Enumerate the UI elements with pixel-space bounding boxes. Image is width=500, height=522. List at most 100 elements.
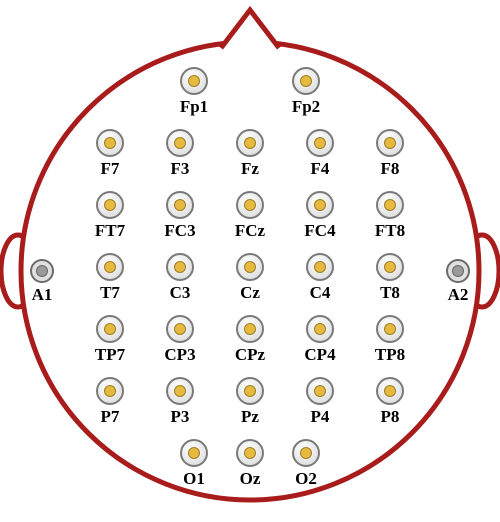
electrode-o1: O1 <box>180 439 208 467</box>
electrode-cp3: CP3 <box>166 315 194 343</box>
electrode-label: C3 <box>140 283 220 303</box>
electrode-oz: Oz <box>236 439 264 467</box>
electrode-tp7: TP7 <box>96 315 124 343</box>
electrode-cz: Cz <box>236 253 264 281</box>
electrode-dot-icon <box>244 385 256 397</box>
electrode-icon <box>306 315 334 343</box>
electrode-icon <box>236 129 264 157</box>
electrode-label: FC4 <box>280 221 360 241</box>
electrode-label: T7 <box>70 283 150 303</box>
electrode-dot-icon <box>384 385 396 397</box>
electrode-dot-icon <box>314 261 326 273</box>
electrode-f3: F3 <box>166 129 194 157</box>
electrode-label: Cz <box>210 283 290 303</box>
electrode-icon <box>236 439 264 467</box>
electrode-fz: Fz <box>236 129 264 157</box>
electrode-icon <box>376 315 404 343</box>
electrode-c3: C3 <box>166 253 194 281</box>
electrode-label: F8 <box>350 159 430 179</box>
electrode-label: P3 <box>140 407 220 427</box>
electrode-dot-icon <box>452 265 464 277</box>
electrode-label: FT7 <box>70 221 150 241</box>
electrode-dot-icon <box>384 199 396 211</box>
electrode-dot-icon <box>104 261 116 273</box>
electrode-label: A2 <box>418 285 498 305</box>
electrode-icon <box>96 377 124 405</box>
electrode-dot-icon <box>174 199 186 211</box>
electrode-icon <box>306 253 334 281</box>
electrode-p3: P3 <box>166 377 194 405</box>
electrode-icon <box>166 377 194 405</box>
electrode-dot-icon <box>174 385 186 397</box>
electrode-icon <box>236 253 264 281</box>
electrode-fp2: Fp2 <box>292 67 320 95</box>
electrode-icon <box>306 129 334 157</box>
electrode-dot-icon <box>314 137 326 149</box>
electrode-icon <box>96 129 124 157</box>
electrode-icon <box>166 191 194 219</box>
electrode-label: FT8 <box>350 221 430 241</box>
electrode-dot-icon <box>244 199 256 211</box>
electrode-label: O2 <box>266 469 346 489</box>
electrode-icon <box>96 315 124 343</box>
electrode-o2: O2 <box>292 439 320 467</box>
electrode-dot-icon <box>314 199 326 211</box>
electrode-p7: P7 <box>96 377 124 405</box>
electrode-label: F4 <box>280 159 360 179</box>
electrode-t8: T8 <box>376 253 404 281</box>
electrode-dot-icon <box>384 261 396 273</box>
electrode-dot-icon <box>104 199 116 211</box>
electrode-dot-icon <box>174 323 186 335</box>
electrode-f8: F8 <box>376 129 404 157</box>
electrode-dot-icon <box>384 323 396 335</box>
electrode-dot-icon <box>36 265 48 277</box>
electrode-dot-icon <box>244 323 256 335</box>
electrode-dot-icon <box>244 447 256 459</box>
electrode-icon <box>306 377 334 405</box>
electrode-label: TP7 <box>70 345 150 365</box>
electrode-label: Pz <box>210 407 290 427</box>
electrode-icon <box>292 439 320 467</box>
electrode-icon <box>166 129 194 157</box>
electrode-icon <box>30 259 54 283</box>
electrode-dot-icon <box>314 385 326 397</box>
electrode-ft8: FT8 <box>376 191 404 219</box>
electrode-icon <box>166 315 194 343</box>
electrode-label: Fz <box>210 159 290 179</box>
electrode-label: F3 <box>140 159 220 179</box>
electrode-dot-icon <box>300 447 312 459</box>
electrode-f7: F7 <box>96 129 124 157</box>
electrode-icon <box>96 253 124 281</box>
electrode-fp1: Fp1 <box>180 67 208 95</box>
electrode-label: Fp2 <box>266 97 346 117</box>
electrode-cpz: CPz <box>236 315 264 343</box>
electrode-dot-icon <box>188 447 200 459</box>
electrode-icon <box>376 129 404 157</box>
electrode-dot-icon <box>314 323 326 335</box>
electrode-f4: F4 <box>306 129 334 157</box>
electrode-icon <box>306 191 334 219</box>
electrode-label: FCz <box>210 221 290 241</box>
electrode-dot-icon <box>244 137 256 149</box>
electrode-icon <box>376 191 404 219</box>
electrode-a2: A2 <box>446 259 470 283</box>
electrode-icon <box>180 67 208 95</box>
electrode-label: P7 <box>70 407 150 427</box>
electrode-dot-icon <box>188 75 200 87</box>
electrode-icon <box>376 253 404 281</box>
electrode-dot-icon <box>174 137 186 149</box>
electrode-c4: C4 <box>306 253 334 281</box>
electrode-icon <box>292 67 320 95</box>
electrode-label: CP3 <box>140 345 220 365</box>
electrode-label: C4 <box>280 283 360 303</box>
electrode-dot-icon <box>174 261 186 273</box>
electrode-label: F7 <box>70 159 150 179</box>
electrode-a1: A1 <box>30 259 54 283</box>
electrode-icon <box>446 259 470 283</box>
electrode-p8: P8 <box>376 377 404 405</box>
eeg-electrode-diagram: Fp1Fp2F7F3FzF4F8FT7FC3FCzFC4FT8T7C3CzC4T… <box>0 0 500 522</box>
electrode-ft7: FT7 <box>96 191 124 219</box>
electrode-dot-icon <box>244 261 256 273</box>
electrode-label: CPz <box>210 345 290 365</box>
electrode-pz: Pz <box>236 377 264 405</box>
